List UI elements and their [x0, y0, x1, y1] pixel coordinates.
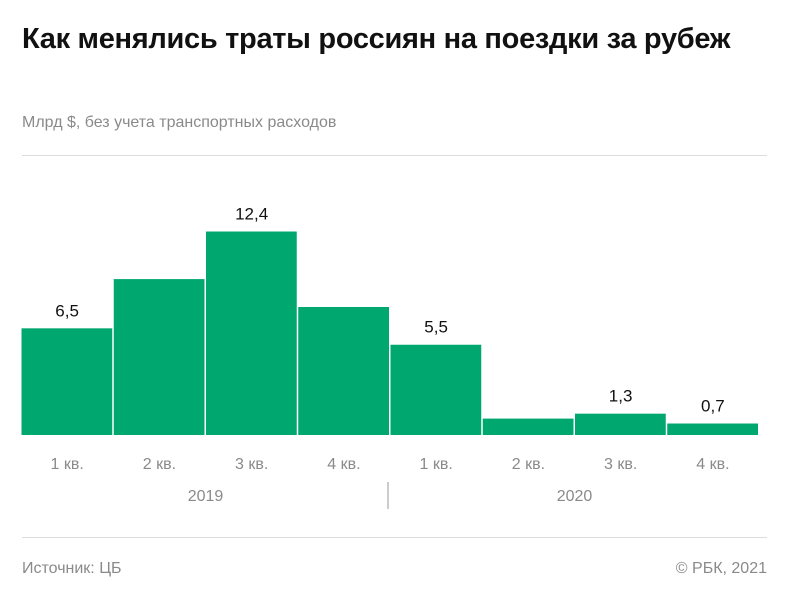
x-tick-label: 3 кв.: [604, 456, 637, 473]
data-label: 6,5: [55, 301, 79, 320]
top-divider: [22, 155, 767, 156]
x-tick-label: 1 кв.: [419, 456, 452, 473]
x-tick-label: 2 кв.: [143, 456, 176, 473]
copyright: © РБК, 2021: [675, 560, 767, 577]
data-label: 1,3: [609, 387, 633, 406]
bar: [575, 413, 666, 435]
year-label: 2019: [188, 488, 224, 505]
data-label: 12,4: [235, 205, 268, 224]
data-label: 0,7: [701, 397, 725, 416]
year-label: 2020: [557, 488, 593, 505]
x-tick-label: 4 кв.: [696, 456, 729, 473]
bar: [390, 344, 482, 435]
x-tick-label: 3 кв.: [235, 456, 268, 473]
bar: [667, 423, 758, 435]
x-tick-label: 4 кв.: [327, 456, 360, 473]
x-tick-label: 2 кв.: [512, 456, 545, 473]
bar: [206, 231, 297, 435]
chart-title: Как менялись траты россиян на поездки за…: [22, 23, 731, 55]
data-label: 5,5: [424, 318, 448, 337]
bottom-divider: [22, 537, 767, 538]
bar: [482, 418, 574, 435]
bar: [113, 279, 205, 435]
bar: [21, 328, 113, 435]
source-note: Источник: ЦБ: [22, 560, 122, 577]
bar: [298, 306, 389, 435]
x-tick-label: 1 кв.: [50, 456, 83, 473]
chart-subtitle: Млрд $, без учета транспортных расходов: [22, 114, 337, 131]
